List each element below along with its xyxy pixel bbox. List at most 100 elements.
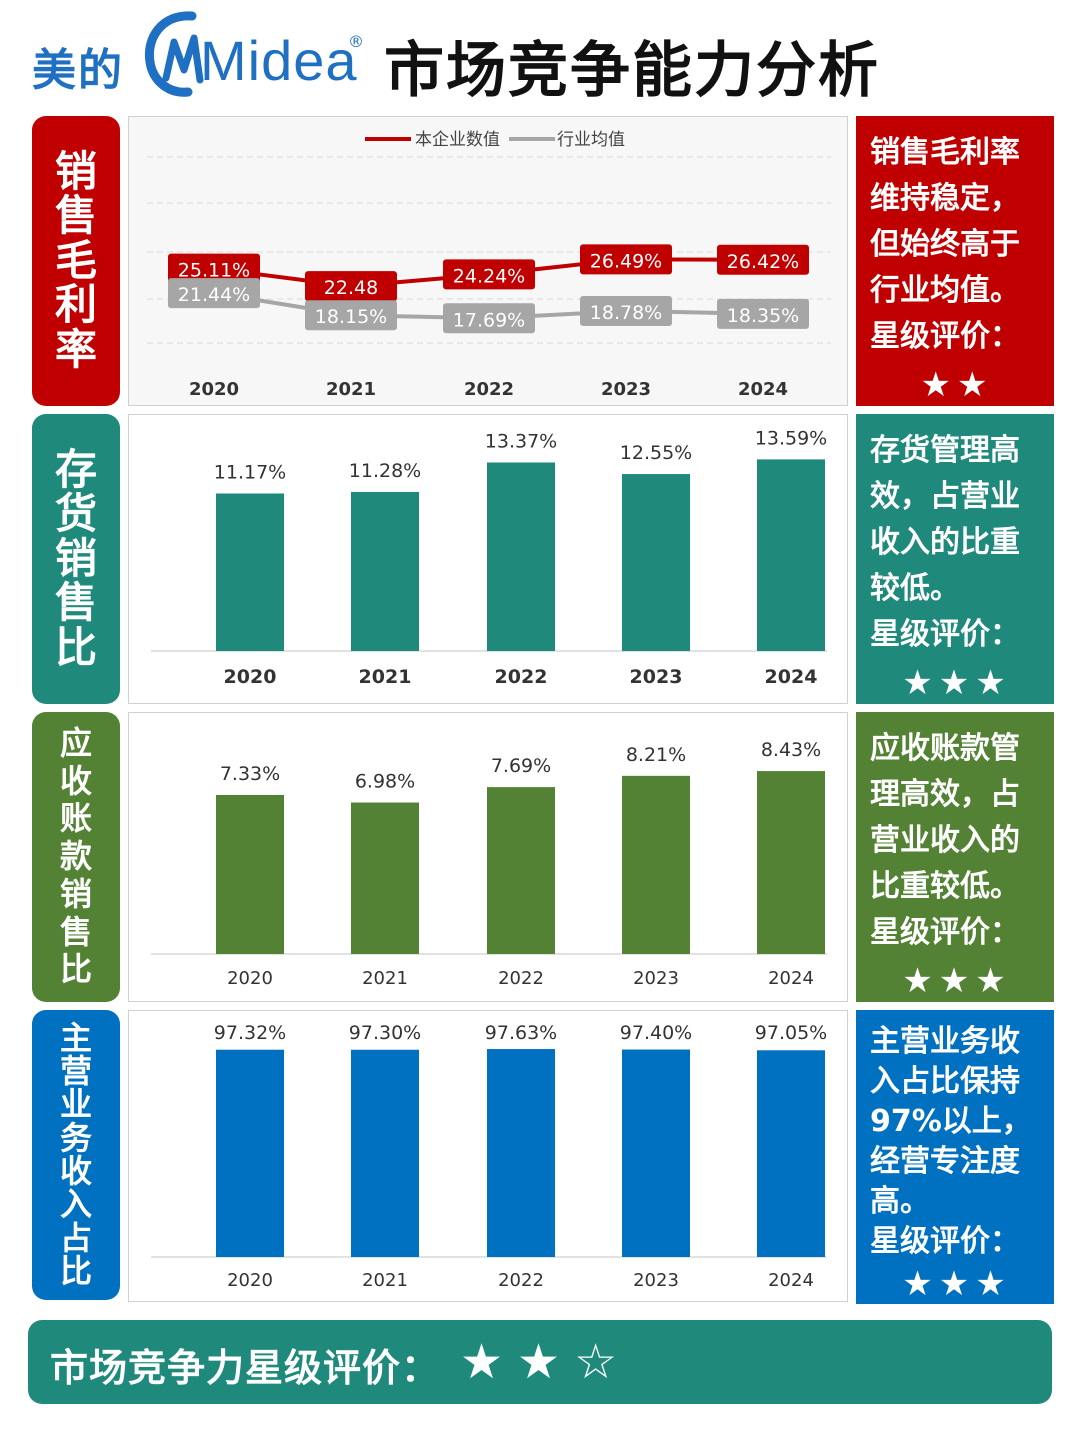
bar (216, 1049, 284, 1257)
x-tick-label: 2021 (362, 968, 408, 989)
overall-rating-bar: 市场竞争力星级评价： ★★☆ (28, 1320, 1052, 1404)
x-tick-label: 2023 (633, 1270, 679, 1291)
data-label-box (580, 244, 672, 275)
bar-chart: 7.33% 6.98% 7.69% 8.21% 8.43% 2020 2021 2022 202… (151, 739, 827, 989)
side-label: 销售毛利率 (32, 116, 120, 406)
side-label: 存货销售比 (32, 414, 120, 704)
data-label: 18.35% (727, 305, 799, 327)
chart-receivables-ratio: 7.33% 6.98% 7.69% 8.21% 8.43% 2020 2021 2022 202… (128, 712, 848, 1002)
page-title: 市场竞争能力分析 (384, 36, 880, 106)
bar (216, 794, 284, 954)
bar (622, 1049, 690, 1257)
chart-inventory-ratio: 11.17% 11.28% 13.37% 12.55% 13.59% 2020 2021 20… (128, 414, 848, 704)
x-tick-label: 2020 (227, 968, 273, 989)
data-label: 97.05% (755, 1022, 827, 1044)
rating-label: 星级评价： (870, 915, 1020, 950)
data-label: 11.17% (214, 462, 286, 484)
data-label-box (305, 300, 397, 331)
bar-chart: 11.17% 11.28% 13.37% 12.55% 13.59% 2020 2021 20… (151, 427, 827, 688)
chart-gross-margin: 本企业数值 行业均值 25.11% 22.48 24.24% 26.49% 26.42% 21… (128, 116, 848, 406)
data-label: 24.24% (453, 265, 525, 287)
x-tick-label: 2023 (633, 968, 679, 989)
x-tick-label: 2024 (768, 968, 814, 989)
bar (487, 1049, 555, 1257)
data-label-box (305, 271, 397, 302)
star-rating: ★★ (920, 365, 994, 405)
star-rating: ★★★ (902, 961, 1012, 1001)
data-label-box (443, 259, 535, 290)
bar (757, 1050, 825, 1257)
brand-name-cn: 美的 (32, 45, 124, 96)
data-label: 26.42% (727, 251, 799, 273)
bar (351, 491, 419, 651)
x-tick-label: 2020 (227, 1270, 273, 1291)
data-label: 97.30% (349, 1022, 421, 1044)
data-label: 13.59% (755, 427, 827, 449)
rating-label: 星级评价： (870, 319, 1020, 354)
x-tick-label: 2023 (630, 666, 683, 688)
rating-label: 星级评价： (870, 617, 1020, 652)
data-label-box (580, 295, 672, 326)
legend-label-industry: 行业均值 (557, 130, 625, 150)
x-tick-label: 2022 (498, 968, 544, 989)
data-label: 97.40% (620, 1022, 692, 1044)
comment-text: 销售毛利率维持稳定，但始终高于行业均值。 (870, 135, 1020, 308)
data-label: 13.37% (485, 430, 557, 452)
x-tick-label: 2022 (495, 666, 548, 688)
side-label-text: 主营业务收入占比 (59, 1018, 92, 1290)
x-tick-label: 2021 (359, 666, 412, 688)
data-label: 21.44% (178, 284, 250, 306)
data-label-box (443, 303, 535, 334)
data-label: 11.28% (349, 460, 421, 482)
bar (757, 771, 825, 954)
bar (622, 775, 690, 954)
data-label: 26.49% (590, 250, 662, 272)
data-label: 22.48 (324, 277, 378, 299)
bar (351, 1049, 419, 1257)
data-label: 18.15% (315, 306, 387, 328)
full-stars: ★★ (460, 1334, 575, 1390)
data-label: 6.98% (355, 771, 415, 793)
half-star-outline: ☆ (574, 1334, 632, 1390)
half-star-icon: ☆ (574, 1334, 631, 1390)
comment-text: 主营业务收入占比保持97%以上，经营专注度高。 (870, 1024, 1032, 1219)
data-label: 7.69% (491, 755, 551, 777)
x-tick-label: 2022 (464, 379, 514, 400)
x-tick-label: 2024 (738, 379, 788, 400)
bar (487, 462, 555, 651)
data-label: 97.63% (485, 1022, 557, 1044)
section-receivables-ratio: 应收账款销售比 7.33% 6.98% 7.69% 8.21% 8.43% 2020 202… (32, 712, 1054, 1002)
star-rating: ★★★ (902, 1264, 1012, 1304)
bar (757, 459, 825, 651)
side-label-text: 应收账款销售比 (59, 723, 92, 989)
data-label-box (168, 278, 260, 309)
header: 美的 Midea ® 市场竞争能力分析 (0, 0, 1080, 112)
data-label: 8.21% (626, 744, 686, 766)
side-label-text: 销售毛利率 (54, 146, 97, 374)
data-label-box (168, 253, 260, 284)
bar (351, 802, 419, 954)
chart-main-business-share: 97.32% 97.30% 97.63% 97.40% 97.05% 2020 2021 20… (128, 1010, 848, 1302)
x-tick-label: 2023 (601, 379, 651, 400)
comment-box: 销售毛利率维持稳定，但始终高于行业均值。 星级评价： ★★ (856, 116, 1054, 406)
bar (487, 787, 555, 954)
data-label: 25.11% (178, 260, 250, 282)
section-inventory-ratio: 存货销售比 11.17% 11.28% 13.37% 12.55% 13.59% 2020… (32, 414, 1054, 704)
side-label-text: 存货销售比 (54, 444, 97, 672)
data-label: 8.43% (761, 739, 821, 761)
overall-star-rating: ★★☆ (460, 1334, 631, 1390)
x-tick-label: 2020 (189, 379, 239, 400)
rating-label: 星级评价： (870, 1224, 1020, 1259)
data-label-box (717, 244, 809, 275)
line-chart: 本企业数值 行业均值 25.11% 22.48 24.24% 26.49% 26.42% 21… (147, 130, 831, 400)
legend-label-company: 本企业数值 (415, 130, 500, 150)
data-label: 7.33% (220, 763, 280, 785)
overall-rating-label: 市场竞争力星级评价： (50, 1346, 441, 1390)
x-tick-label: 2021 (326, 379, 376, 400)
data-label: 17.69% (453, 309, 525, 331)
comment-box: 应收账款管理高效，占营业收入的比重较低。 星级评价： ★★★ (856, 712, 1054, 1002)
data-label: 12.55% (620, 442, 692, 464)
brand-name-en: Midea (200, 29, 358, 92)
star-rating: ★★★ (902, 663, 1012, 703)
comment-text: 存货管理高效，占营业收入的比重较低。 (870, 433, 1020, 606)
